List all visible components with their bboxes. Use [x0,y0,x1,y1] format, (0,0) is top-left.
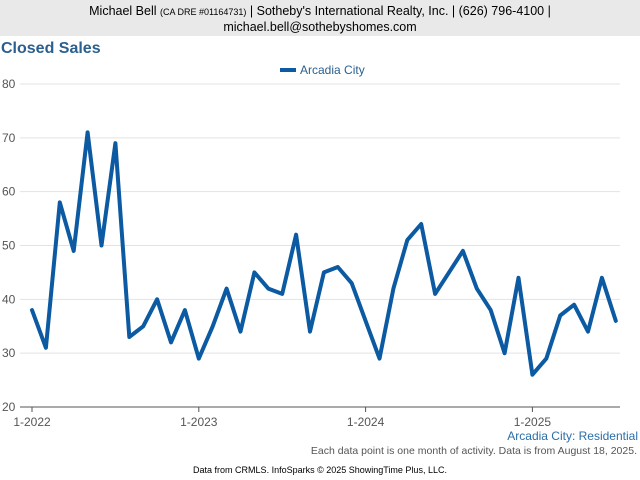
y-tick-label: 50 [2,239,16,253]
data-point [280,292,284,296]
data-point [211,324,215,328]
data-point [322,270,326,274]
data-point [503,351,507,355]
chart-annotation: Arcadia City: Residential [507,429,638,443]
x-tick-label: 1-2025 [514,415,552,429]
data-point [169,340,173,344]
data-point [113,141,117,145]
x-tick-label: 1-2023 [180,415,218,429]
data-point [572,303,576,307]
y-tick-label: 30 [2,346,16,360]
data-point [225,287,229,291]
agent-info-line: Michael Bell (CA DRE #01164731) | Sotheb… [0,4,640,20]
y-tick-label: 70 [2,131,16,145]
data-point [100,244,103,247]
data-point [447,270,451,274]
data-point [252,270,256,274]
data-point [44,346,48,350]
data-point [614,319,618,323]
data-point [308,330,312,334]
data-credit: Data from CRMLS. InfoSparks © 2025 Showi… [193,465,447,475]
series-line [30,130,618,377]
data-point [364,319,368,323]
y-tick-label: 80 [2,77,16,91]
y-tick-label: 60 [2,185,16,199]
data-note: Each data point is one month of activity… [310,445,637,457]
legend-label: Arcadia City [300,63,365,77]
agent-header: Michael Bell (CA DRE #01164731) | Sotheb… [0,0,640,36]
data-point [391,287,395,291]
data-point [239,330,242,334]
data-point [141,324,145,328]
data-point [600,276,604,280]
data-point [350,281,354,285]
x-tick-label: 1-2022 [13,415,51,429]
data-point [558,313,562,317]
agent-email[interactable]: michael.bell@sothebyshomes.com [223,20,417,34]
data-point [294,233,298,237]
y-tick-label: 40 [2,292,16,306]
x-tick-label: 1-2024 [347,415,385,429]
data-point [489,308,493,312]
agent-license: (CA DRE #01164731) [160,7,247,17]
data-point [155,297,159,301]
data-point [266,287,270,291]
data-point [127,335,131,339]
data-point [58,200,62,204]
data-point [461,249,465,253]
agent-name: Michael Bell [89,4,157,18]
data-point [475,287,479,291]
data-point [433,292,437,296]
data-point [30,308,34,312]
data-point [405,238,409,242]
data-point [544,357,548,361]
y-tick-label: 20 [2,400,16,414]
data-point [183,308,187,312]
data-point [586,330,590,334]
data-point [72,249,76,253]
data-point [336,265,340,269]
data-point [530,373,534,377]
data-point [197,357,201,361]
data-point [517,276,520,280]
company-phone: | Sotheby's International Realty, Inc. |… [249,4,551,18]
data-point [86,130,90,134]
chart-title: Closed Sales [1,40,101,57]
data-point [419,222,423,226]
data-point [378,357,381,361]
